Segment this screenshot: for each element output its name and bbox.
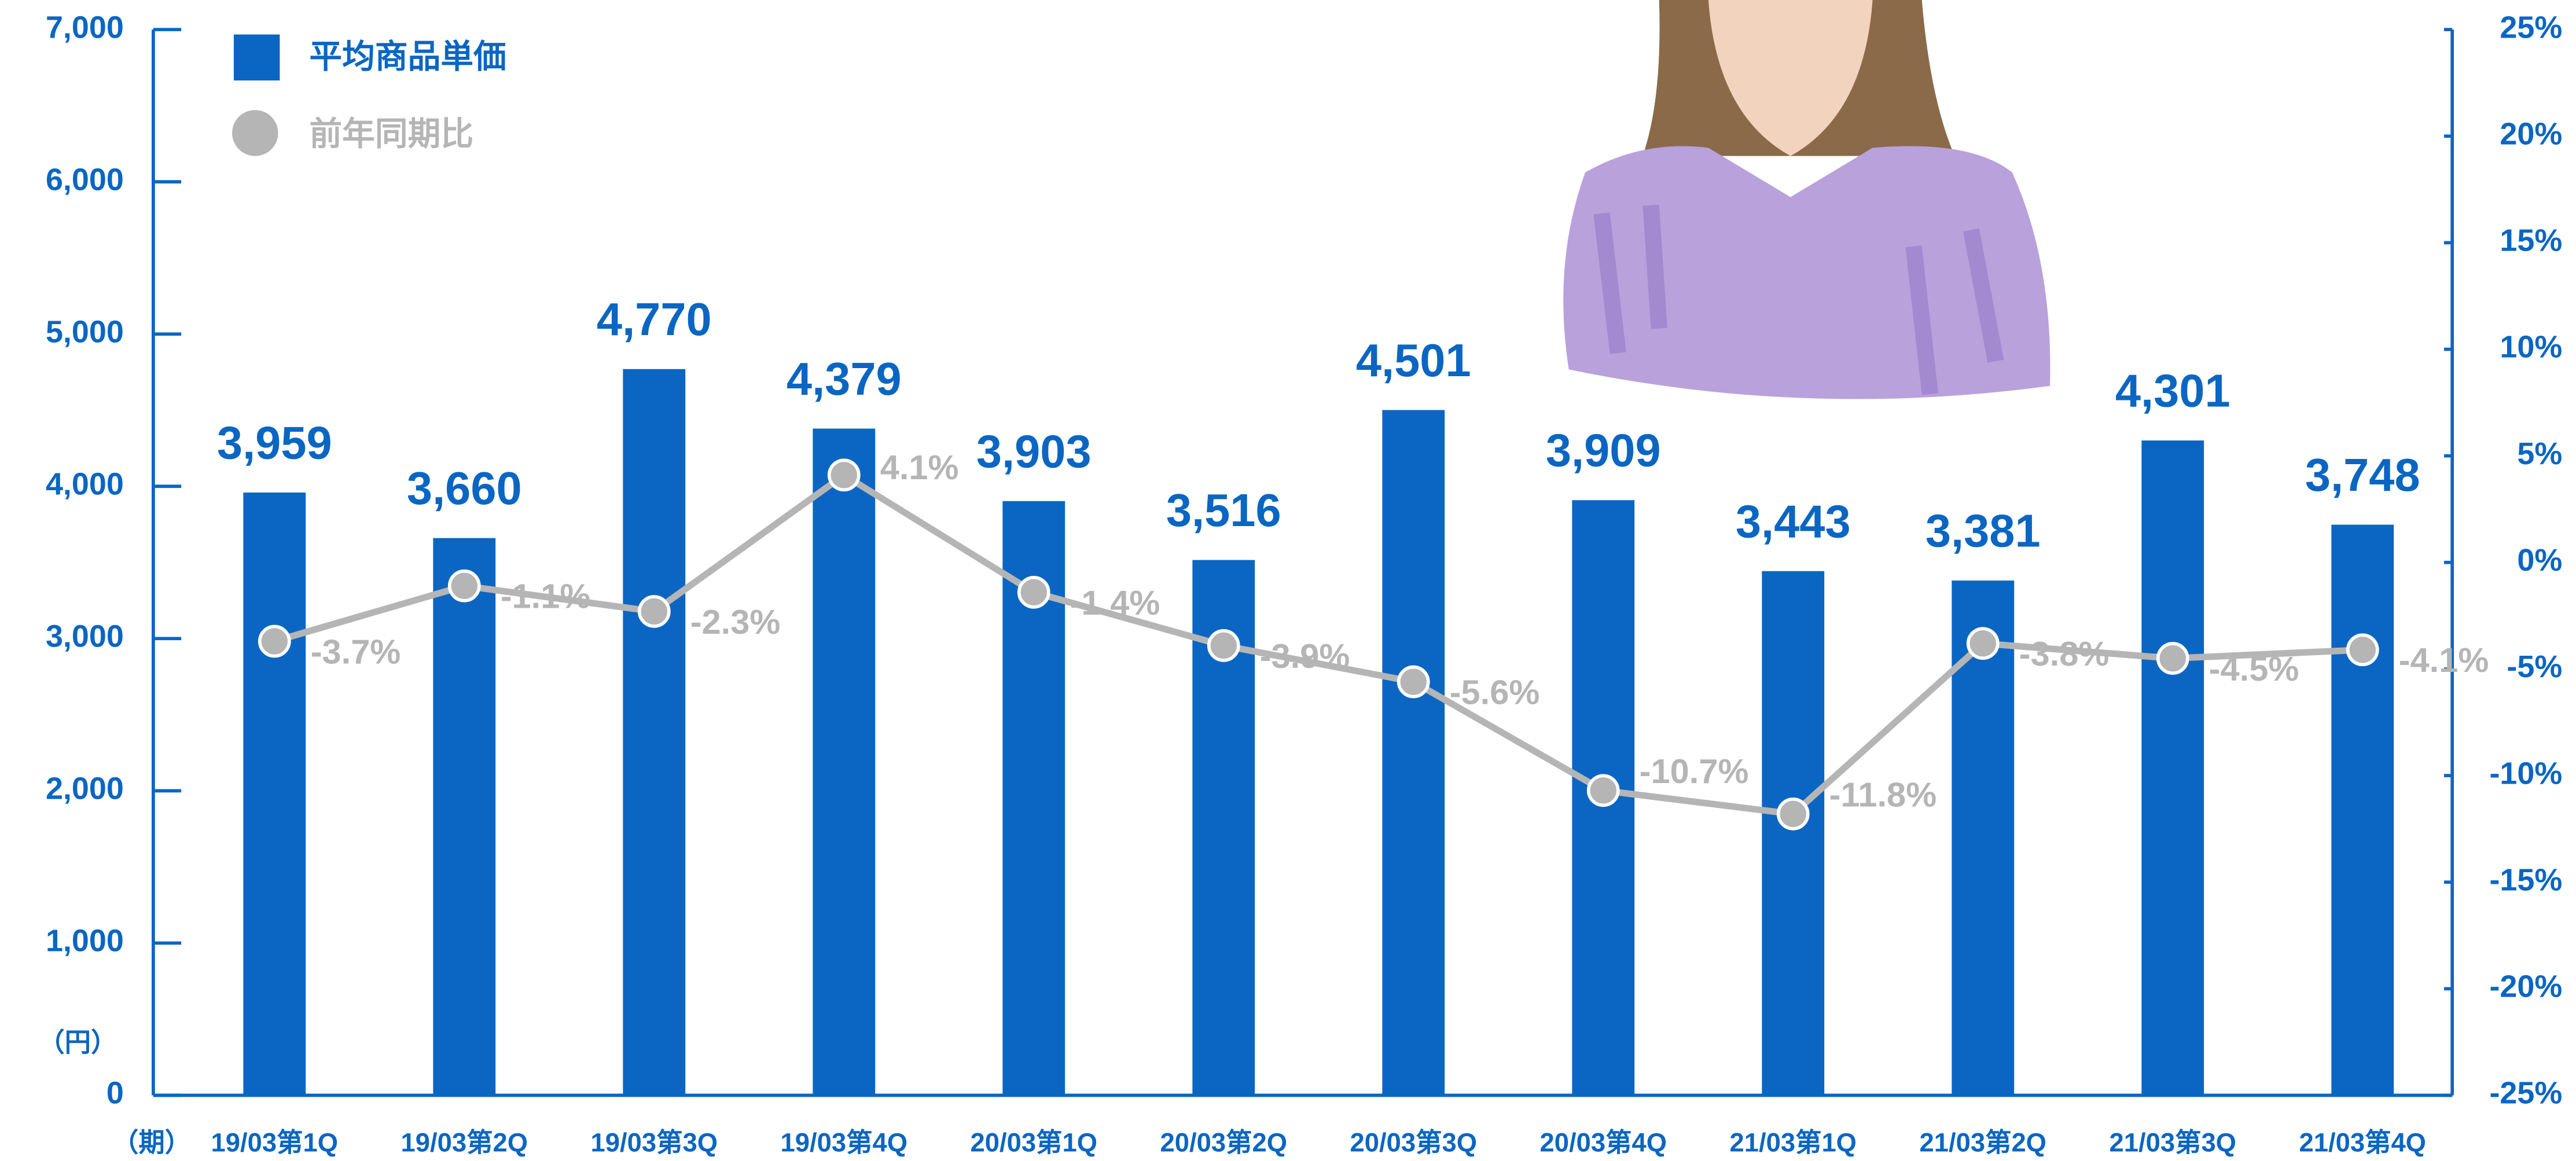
- point: [1017, 575, 1050, 609]
- bar: [1762, 571, 1825, 1096]
- x-tick-label: 20/03第3Q: [1350, 1128, 1477, 1158]
- x-tick-label: 19/03第3Q: [591, 1128, 718, 1158]
- data-label: -4.1%: [2399, 641, 2489, 679]
- x-tick-label: 21/03第1Q: [1730, 1128, 1857, 1158]
- y2-tick-label: 15%: [2500, 223, 2562, 258]
- data-label: -3.9%: [1260, 637, 1350, 675]
- data-label: 4,770: [597, 293, 712, 345]
- data-label: 3,443: [1736, 495, 1851, 547]
- bar: [2331, 524, 2394, 1096]
- data-label: 3,903: [976, 425, 1092, 477]
- data-label: -11.8%: [1829, 776, 1936, 814]
- y-axis-label: （円）: [38, 1028, 117, 1057]
- x-axis-label: （期）: [112, 1128, 191, 1158]
- bar: [1382, 410, 1445, 1096]
- data-label: 3,516: [1166, 484, 1281, 536]
- data-label: 4.1%: [880, 448, 959, 487]
- data-label: 4,501: [1356, 335, 1471, 386]
- data-label: 4,301: [2115, 365, 2230, 417]
- bar: [2141, 440, 2204, 1096]
- data-label: -1.1%: [501, 577, 591, 616]
- legend-label: 前年同期比: [309, 116, 473, 152]
- point: [1397, 665, 1430, 699]
- y2-tick-label: 5%: [2517, 436, 2562, 471]
- y2-tick-label: 10%: [2500, 330, 2562, 365]
- y2-tick-label: 0%: [2517, 543, 2562, 578]
- point: [1966, 627, 2000, 660]
- y-tick-label: 3,000: [46, 619, 124, 654]
- data-label: -2.3%: [690, 602, 781, 641]
- x-tick-label: 20/03第4Q: [1540, 1128, 1667, 1158]
- y2-tick-label: -5%: [2507, 649, 2562, 684]
- point: [447, 569, 481, 602]
- y-tick-label: 0: [106, 1076, 124, 1111]
- data-label: -10.7%: [1640, 752, 1749, 791]
- bar: [243, 493, 306, 1096]
- point: [1586, 774, 1620, 807]
- data-label: -4.5%: [2209, 649, 2299, 688]
- y-tick-label: 7,000: [46, 10, 124, 45]
- y2-tick-label: 25%: [2500, 10, 2562, 45]
- bar: [813, 428, 876, 1096]
- y-tick-label: 4,000: [46, 466, 124, 501]
- x-tick-label: 21/03第4Q: [2299, 1128, 2426, 1158]
- data-label: 4,379: [787, 353, 902, 405]
- y-tick-label: 2,000: [46, 771, 124, 806]
- point: [2346, 633, 2379, 667]
- y2-tick-label: -10%: [2489, 756, 2562, 791]
- data-label: -5.6%: [1450, 673, 1540, 711]
- point: [827, 458, 861, 492]
- x-tick-label: 19/03第1Q: [211, 1128, 338, 1158]
- data-label: 3,748: [2305, 449, 2420, 501]
- point: [258, 624, 291, 658]
- bar: [433, 538, 496, 1096]
- data-label: 3,909: [1546, 425, 1661, 476]
- data-label: -3.8%: [2019, 634, 2110, 673]
- point: [1207, 629, 1240, 662]
- data-label: 3,959: [217, 417, 332, 469]
- legend-label: 平均商品単価: [309, 39, 506, 75]
- y2-tick-label: -20%: [2489, 969, 2562, 1004]
- x-tick-label: 21/03第3Q: [2110, 1128, 2236, 1158]
- line: [273, 471, 2363, 818]
- point: [1776, 797, 1810, 831]
- data-label: 3,381: [1925, 505, 2041, 557]
- data-label: -3.7%: [311, 632, 401, 671]
- y2-tick-label: -25%: [2489, 1076, 2562, 1111]
- point: [2156, 642, 2189, 675]
- y-tick-label: 5,000: [46, 314, 124, 349]
- data-label: 3,660: [407, 462, 522, 514]
- x-tick-label: 19/03第4Q: [781, 1128, 907, 1158]
- legend-swatch: [233, 34, 280, 81]
- x-tick-label: 19/03第2Q: [401, 1128, 528, 1158]
- y2-tick-label: -15%: [2489, 862, 2562, 897]
- y-tick-label: 1,000: [46, 924, 124, 958]
- point: [637, 595, 671, 628]
- illustration: [1563, 0, 2050, 399]
- x-tick-label: 20/03第2Q: [1160, 1128, 1287, 1158]
- y2-tick-label: 20%: [2500, 116, 2562, 151]
- data-label: -1.4%: [1070, 583, 1160, 622]
- legend-swatch: [232, 110, 278, 156]
- x-tick-label: 20/03第1Q: [971, 1128, 1097, 1158]
- bar: [623, 369, 686, 1096]
- x-tick-label: 21/03第2Q: [1920, 1128, 2046, 1158]
- y-tick-label: 6,000: [46, 162, 124, 197]
